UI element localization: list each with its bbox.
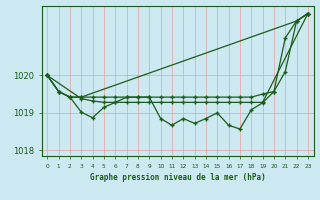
X-axis label: Graphe pression niveau de la mer (hPa): Graphe pression niveau de la mer (hPa) (90, 173, 266, 182)
